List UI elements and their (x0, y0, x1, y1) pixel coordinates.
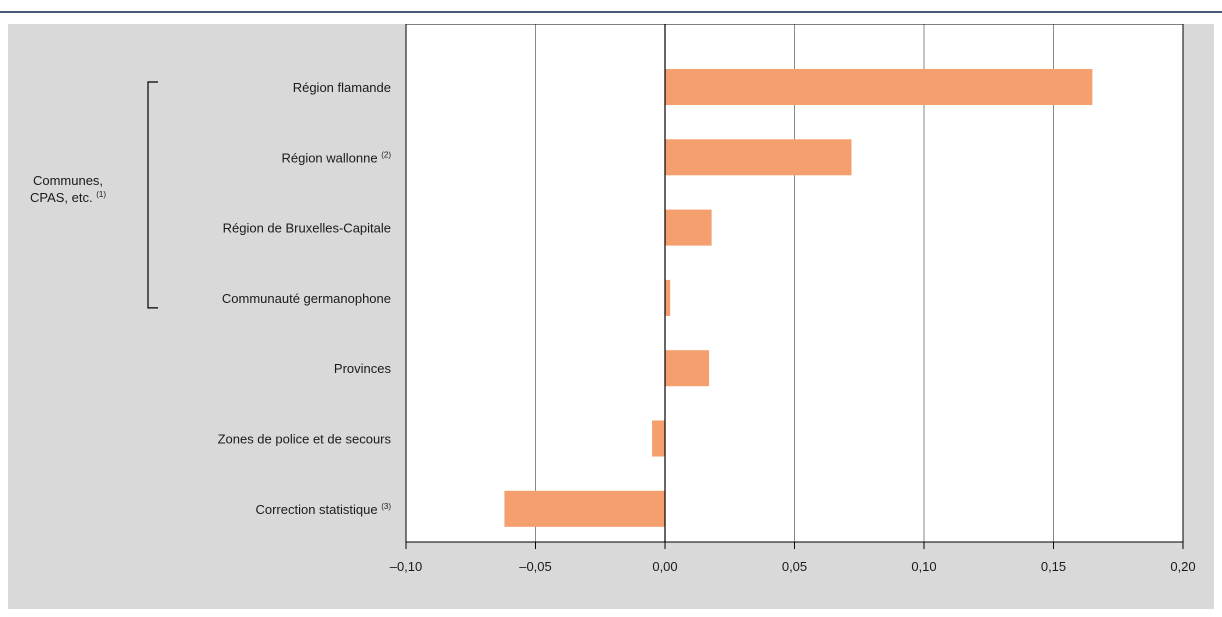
bracket-line (147, 81, 158, 309)
x-tick-labels: –0,10 –0,05 0,00 0,05 0,10 0,15 0,20 (390, 559, 1196, 574)
x-tick-label: –0,05 (519, 559, 552, 574)
bar (665, 139, 852, 176)
category-label: Région flamande (293, 80, 391, 95)
bar (665, 350, 710, 387)
gridlines (535, 24, 1054, 542)
x-tick-label: 0,10 (911, 559, 936, 574)
bar-chart: Région flamande Région wallonne (2) Région… (30, 24, 1196, 574)
bar (504, 490, 665, 527)
x-tick-label: 0,20 (1170, 559, 1195, 574)
category-label: Provinces (334, 361, 392, 376)
bars (504, 69, 1093, 527)
top-rule (0, 11, 1222, 13)
group-label-line: CPAS, etc. (1) (30, 190, 106, 205)
x-tick-label: –0,10 (390, 559, 423, 574)
bar (652, 420, 665, 457)
category-label: Région de Bruxelles-Capitale (223, 221, 391, 236)
category-label: Région wallonne (2) (281, 150, 391, 165)
bar (665, 209, 712, 246)
category-label: Correction statistique (3) (255, 502, 391, 517)
chart-panel: Région flamande Région wallonne (2) Région… (8, 24, 1214, 609)
bar (665, 69, 1093, 105)
x-tick-label: 0,00 (652, 559, 677, 574)
group-label-line: Communes, (33, 173, 103, 188)
x-tick-label: 0,05 (782, 559, 807, 574)
axes (405, 24, 1184, 549)
bar (665, 279, 671, 316)
group-bracket: Communes, CPAS, etc. (1) (30, 81, 158, 309)
category-label: Zones de police et de secours (218, 432, 392, 447)
category-label: Communauté germanophone (222, 291, 391, 306)
category-labels: Région flamande Région wallonne (2) Région… (218, 80, 392, 517)
x-tick-label: 0,15 (1041, 559, 1066, 574)
